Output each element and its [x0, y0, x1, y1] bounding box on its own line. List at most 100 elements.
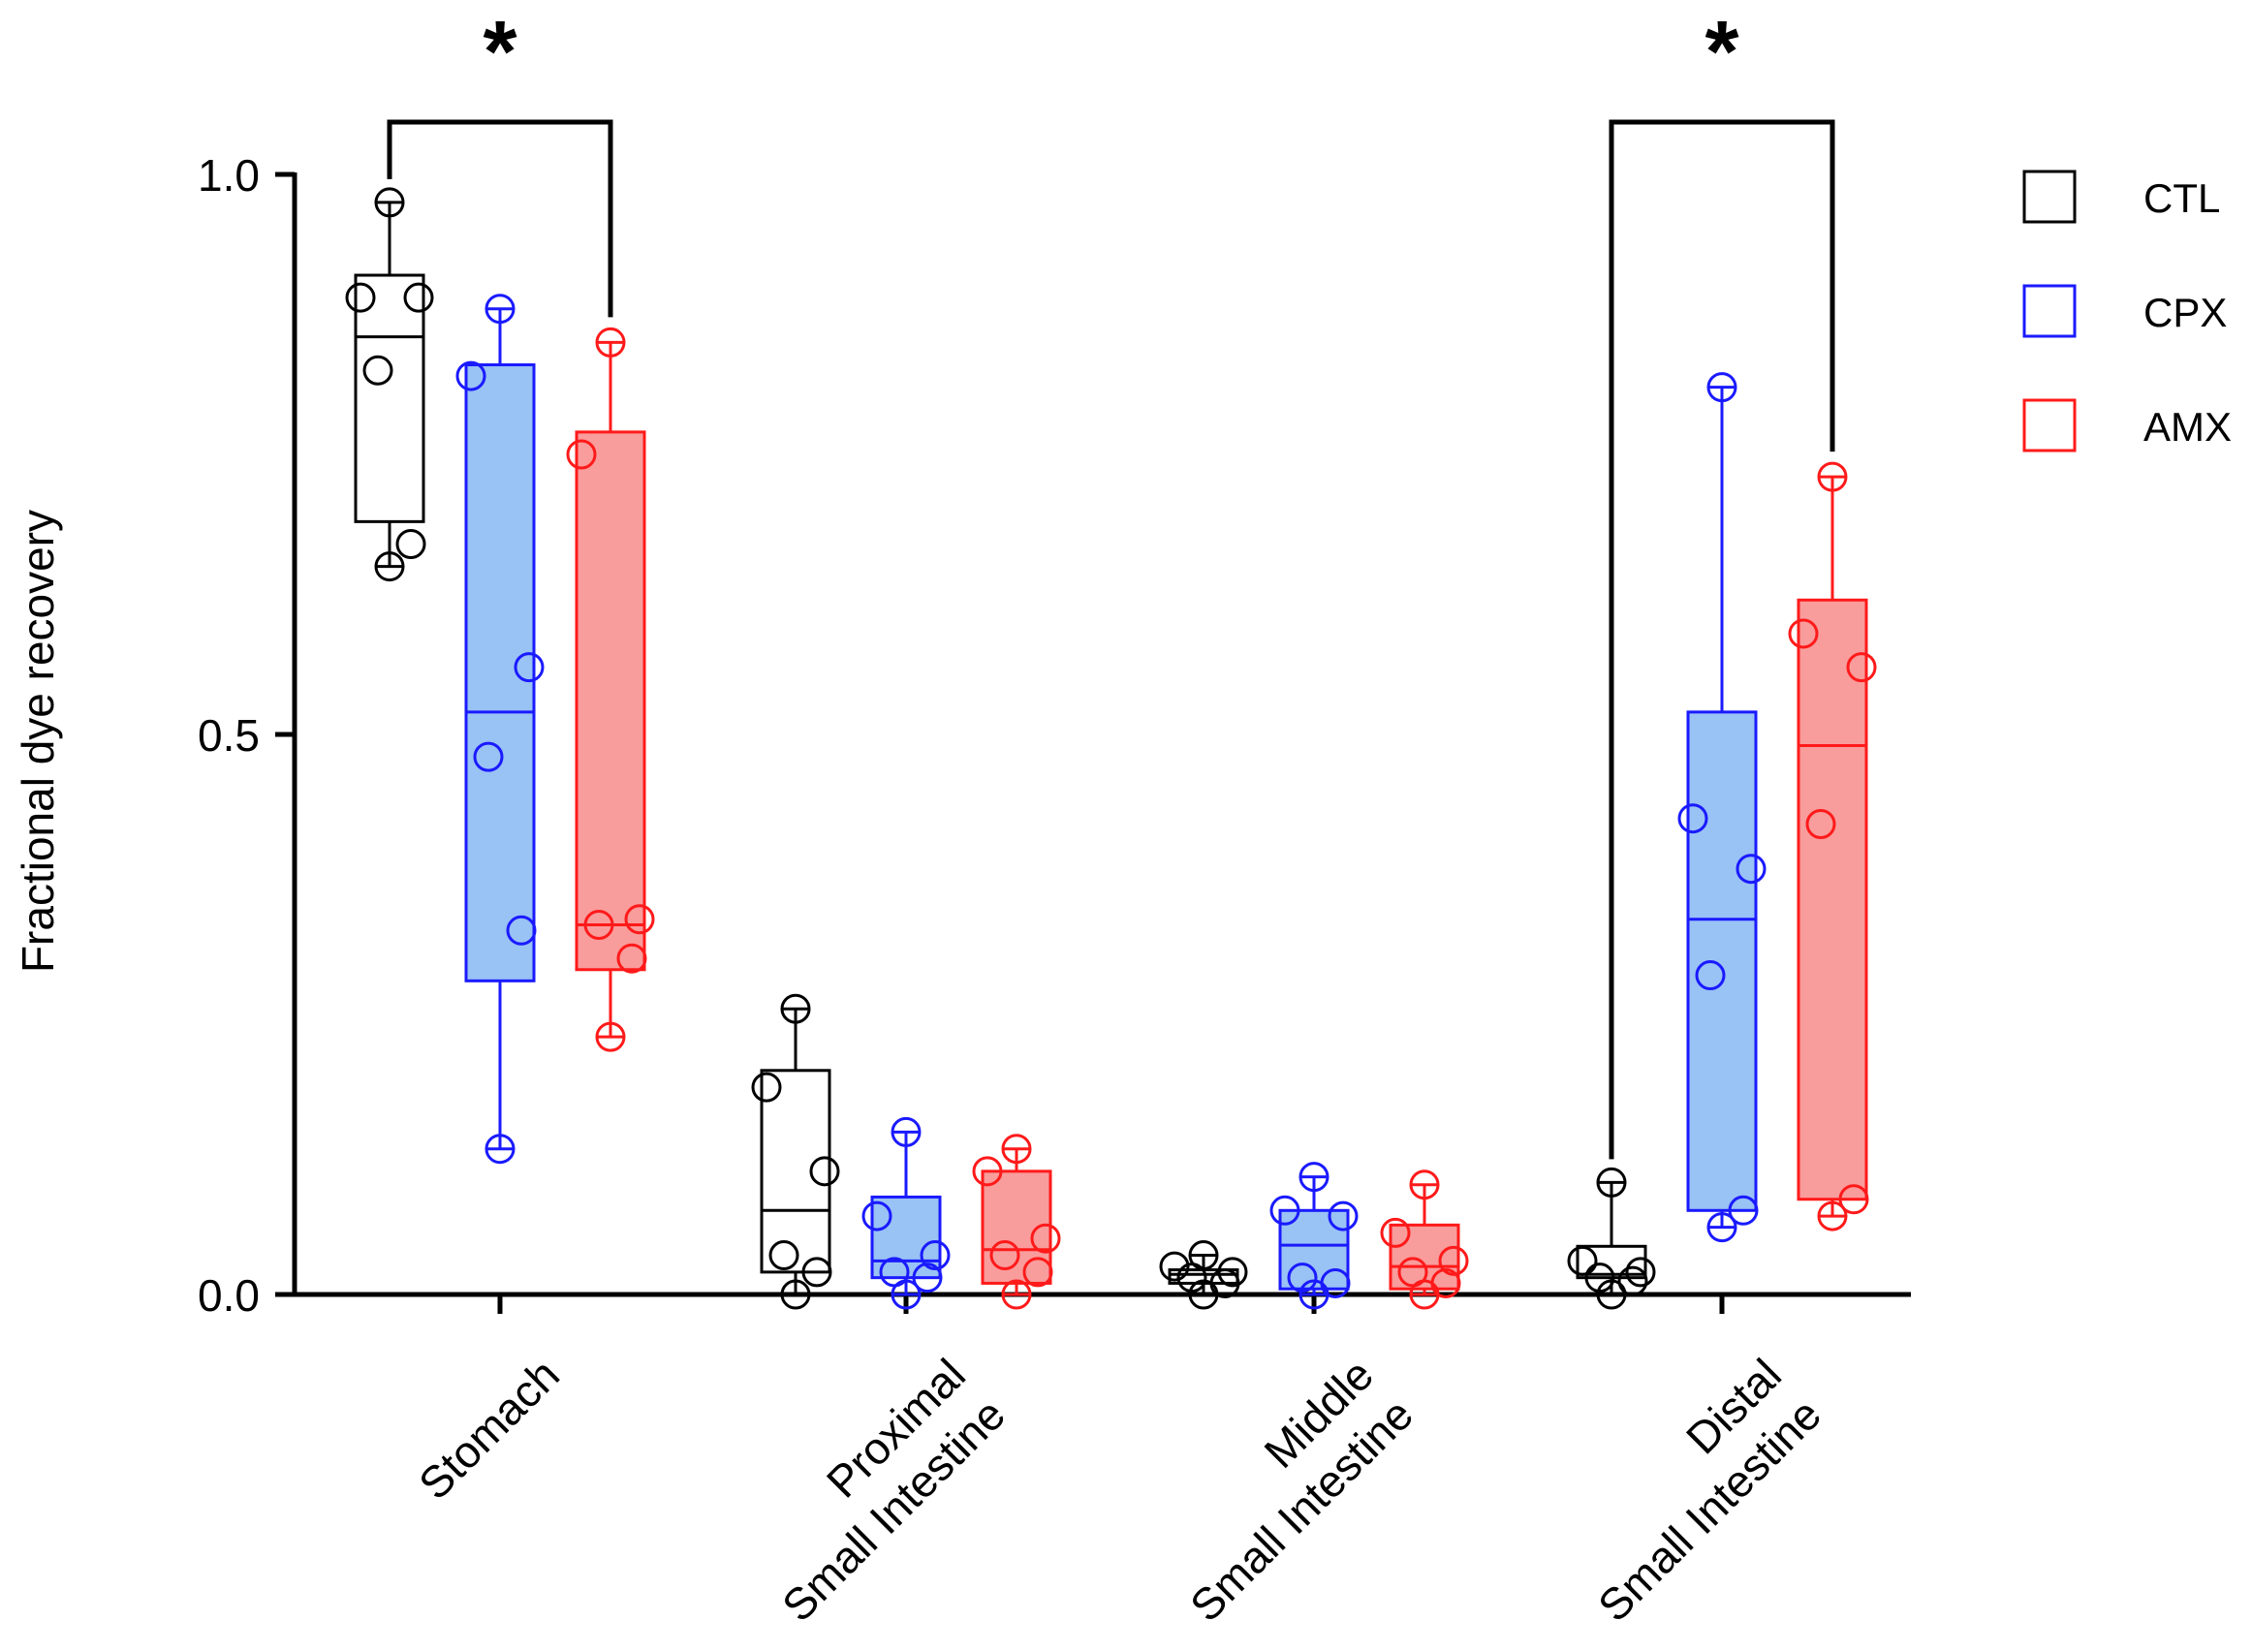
box-ctl: [345, 187, 434, 582]
data-point: [861, 1200, 892, 1231]
legend-swatch-cpx: [2022, 284, 2077, 338]
data-point: [1188, 1240, 1219, 1271]
data-point: [1320, 1267, 1351, 1298]
x-category-label: MiddleSmall Intestine: [1141, 1349, 1423, 1631]
x-category-label: ProximalSmall Intestine: [733, 1349, 1015, 1631]
data-point: [1159, 1251, 1190, 1282]
data-point: [1030, 1223, 1061, 1254]
data-point: [972, 1156, 1003, 1187]
x-category-label-line: Stomach: [409, 1349, 569, 1509]
data-point: [780, 1279, 811, 1310]
data-point: [403, 282, 434, 313]
box-plot-series: [345, 187, 1877, 1310]
significance-star: *: [1705, 4, 1738, 101]
data-point: [1817, 1200, 1848, 1231]
significance-bracket: [1609, 119, 1835, 1160]
legend-label-ctl: CTL: [2143, 175, 2220, 221]
x-category-label: Stomach: [409, 1349, 569, 1509]
box-iqr: [1686, 710, 1758, 1212]
data-point: [566, 439, 597, 470]
data-point: [1409, 1169, 1440, 1200]
data-point: [1838, 1184, 1869, 1215]
box-iqr: [1797, 598, 1868, 1201]
box-cpx: [455, 294, 545, 1165]
data-point: [751, 1072, 782, 1103]
box-cpx: [1677, 372, 1767, 1243]
data-point: [1617, 1265, 1648, 1296]
data-point: [809, 1156, 840, 1187]
box-ctl: [1159, 1240, 1248, 1310]
data-point: [1298, 1162, 1329, 1193]
data-point: [1805, 808, 1836, 839]
x-category-label: DistalSmall Intestine: [1548, 1349, 1830, 1631]
box-amx: [566, 327, 655, 1052]
data-point: [345, 282, 376, 313]
data-point: [1788, 618, 1819, 649]
data-point: [595, 327, 626, 358]
legend-swatch-amx: [2022, 398, 2077, 452]
data-point: [1736, 854, 1767, 885]
box-amx: [972, 1134, 1061, 1310]
data-point: [1677, 803, 1708, 834]
data-point: [989, 1240, 1020, 1271]
data-point: [1625, 1257, 1656, 1288]
data-point: [1001, 1134, 1032, 1165]
data-point: [1328, 1200, 1359, 1231]
y-tick-label: 0.5: [198, 710, 260, 761]
data-point: [1380, 1217, 1411, 1248]
significance-bracket: [387, 119, 613, 318]
data-point: [616, 943, 647, 974]
box-iqr: [1576, 1244, 1647, 1280]
data-point: [485, 1134, 516, 1165]
axes: 0.0 0.5 1.0: [198, 150, 1911, 1321]
box-iqr: [354, 273, 425, 523]
data-point: [1001, 1279, 1032, 1310]
data-point: [1430, 1267, 1461, 1298]
x-axis-labels: Stomach ProximalSmall Intestine MiddleSmal…: [409, 1349, 1830, 1631]
data-point: [473, 741, 504, 772]
data-point: [583, 910, 614, 941]
box-amx: [1380, 1169, 1469, 1310]
data-point: [920, 1240, 951, 1271]
data-point: [780, 993, 811, 1024]
legend-swatch-ctl: [2022, 170, 2077, 224]
data-point: [1706, 1212, 1737, 1243]
data-point: [1438, 1245, 1469, 1276]
box-iqr: [464, 363, 536, 982]
legend-label-cpx: CPX: [2143, 290, 2227, 335]
data-point: [1397, 1257, 1428, 1288]
data-point: [514, 652, 545, 683]
legend: CTL CPX AMX: [2022, 170, 2232, 452]
data-point: [912, 1262, 943, 1294]
data-point: [1567, 1245, 1598, 1276]
box-iqr: [760, 1069, 831, 1274]
box-cpx: [1269, 1162, 1359, 1310]
data-point: [1596, 1279, 1627, 1310]
significance-brackets: * *: [387, 4, 1835, 1160]
data-point: [1217, 1257, 1248, 1288]
data-point: [1695, 960, 1726, 991]
box-cpx: [861, 1116, 951, 1310]
data-point: [624, 904, 655, 935]
box-amx: [1788, 461, 1877, 1231]
data-point: [485, 294, 516, 325]
y-tick-label: 1.0: [198, 150, 260, 201]
data-point: [595, 1021, 626, 1052]
box-ctl: [1567, 1167, 1656, 1310]
data-point: [395, 528, 426, 559]
box-iqr: [575, 430, 646, 972]
box-ctl: [751, 993, 840, 1310]
data-point: [374, 187, 405, 218]
data-point: [1706, 372, 1737, 403]
significance-star: *: [483, 4, 516, 101]
data-point: [506, 915, 537, 946]
data-point: [801, 1257, 832, 1288]
data-point: [1287, 1262, 1318, 1294]
data-point: [374, 551, 405, 582]
y-tick-label: 0.0: [198, 1270, 260, 1321]
data-point: [1596, 1167, 1627, 1198]
data-point: [891, 1116, 922, 1147]
y-axis-label: Fractional dye recovery: [13, 510, 63, 973]
data-point: [1584, 1262, 1615, 1294]
